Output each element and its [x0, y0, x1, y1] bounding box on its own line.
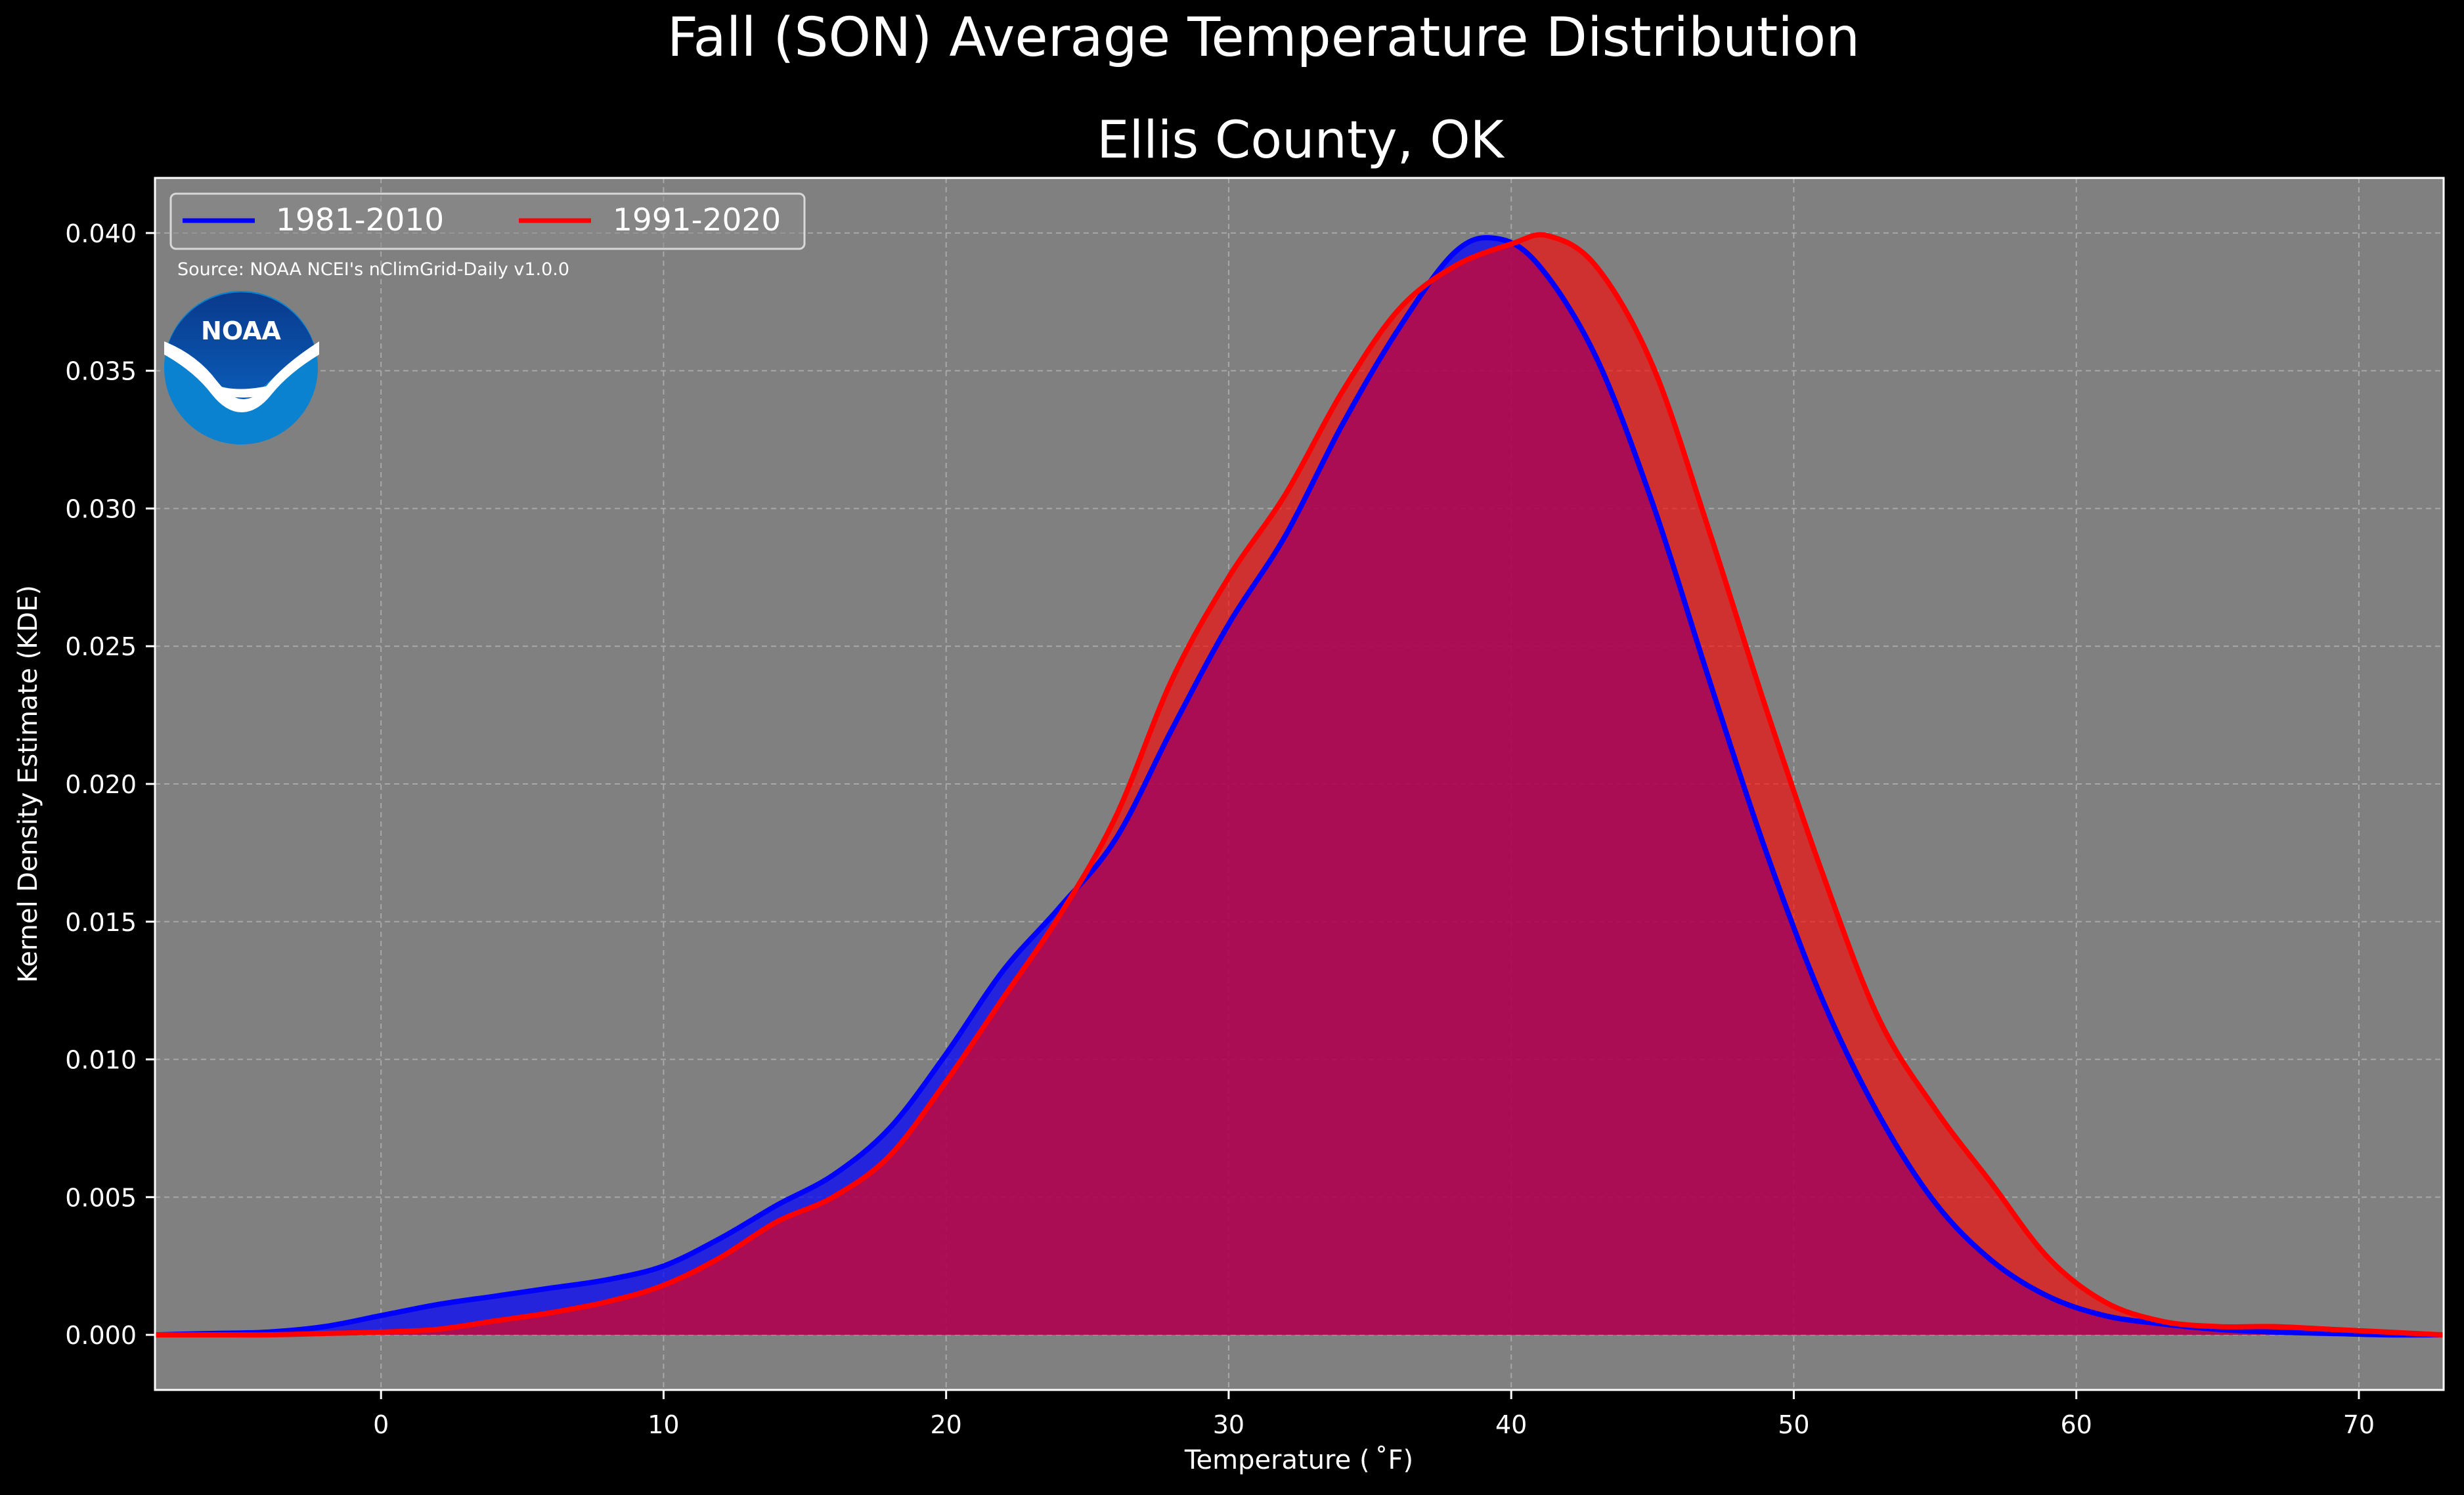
y-tick-label: 0.030	[65, 494, 137, 523]
x-tick-label: 70	[2343, 1410, 2375, 1439]
series-line-1981-2010	[155, 234, 2444, 1338]
y-tick-label: 0.025	[65, 632, 137, 661]
x-axis-ticks: 0 10 20 30 40 50 60 70	[373, 1390, 2375, 1439]
legend-label-1991-2020: 1991-2020	[613, 202, 781, 238]
series-line-1991-2020	[155, 232, 2444, 1338]
x-tick-label: 20	[931, 1410, 962, 1439]
legend-label-1981-2010: 1981-2010	[276, 202, 444, 238]
y-tick-label: 0.035	[65, 357, 137, 386]
y-tick-label: 0.005	[65, 1183, 137, 1212]
y-tick-label: 0.040	[65, 219, 137, 248]
x-tick-label: 30	[1213, 1410, 1244, 1439]
noaa-logo-text: NOAA	[201, 316, 281, 345]
y-tick-label: 0.015	[65, 908, 137, 937]
y-tick-label: 0.000	[65, 1321, 137, 1350]
x-tick-label: 0	[373, 1410, 389, 1439]
series-area-1991-2020	[155, 234, 2444, 1335]
y-axis-label: Kernel Density Estimate (KDE)	[13, 585, 43, 983]
series-group	[155, 232, 2444, 1338]
y-axis-ticks: 0.000 0.005 0.010 0.015 0.020 0.025 0.030 0.035…	[65, 219, 155, 1350]
y-tick-label: 0.020	[65, 770, 137, 799]
chart-title: Ellis County, OK	[1097, 111, 1505, 170]
source-note: Source: NOAA NCEI's nClimGrid-Daily v1.0…	[177, 259, 569, 280]
legend: 1981-2010 1991-2020	[169, 192, 806, 250]
y-tick-label: 0.010	[65, 1046, 137, 1075]
legend-box	[169, 192, 806, 250]
x-tick-label: 60	[2060, 1410, 2092, 1439]
x-axis-label: Temperature ( ˚F)	[1184, 1445, 1413, 1475]
noaa-logo: NOAA	[164, 291, 319, 444]
chart-suptitle: Fall (SON) Average Temperature Distribut…	[667, 7, 1860, 69]
x-tick-label: 50	[1778, 1410, 1809, 1439]
x-tick-label: 40	[1495, 1410, 1527, 1439]
x-tick-label: 10	[648, 1410, 679, 1439]
